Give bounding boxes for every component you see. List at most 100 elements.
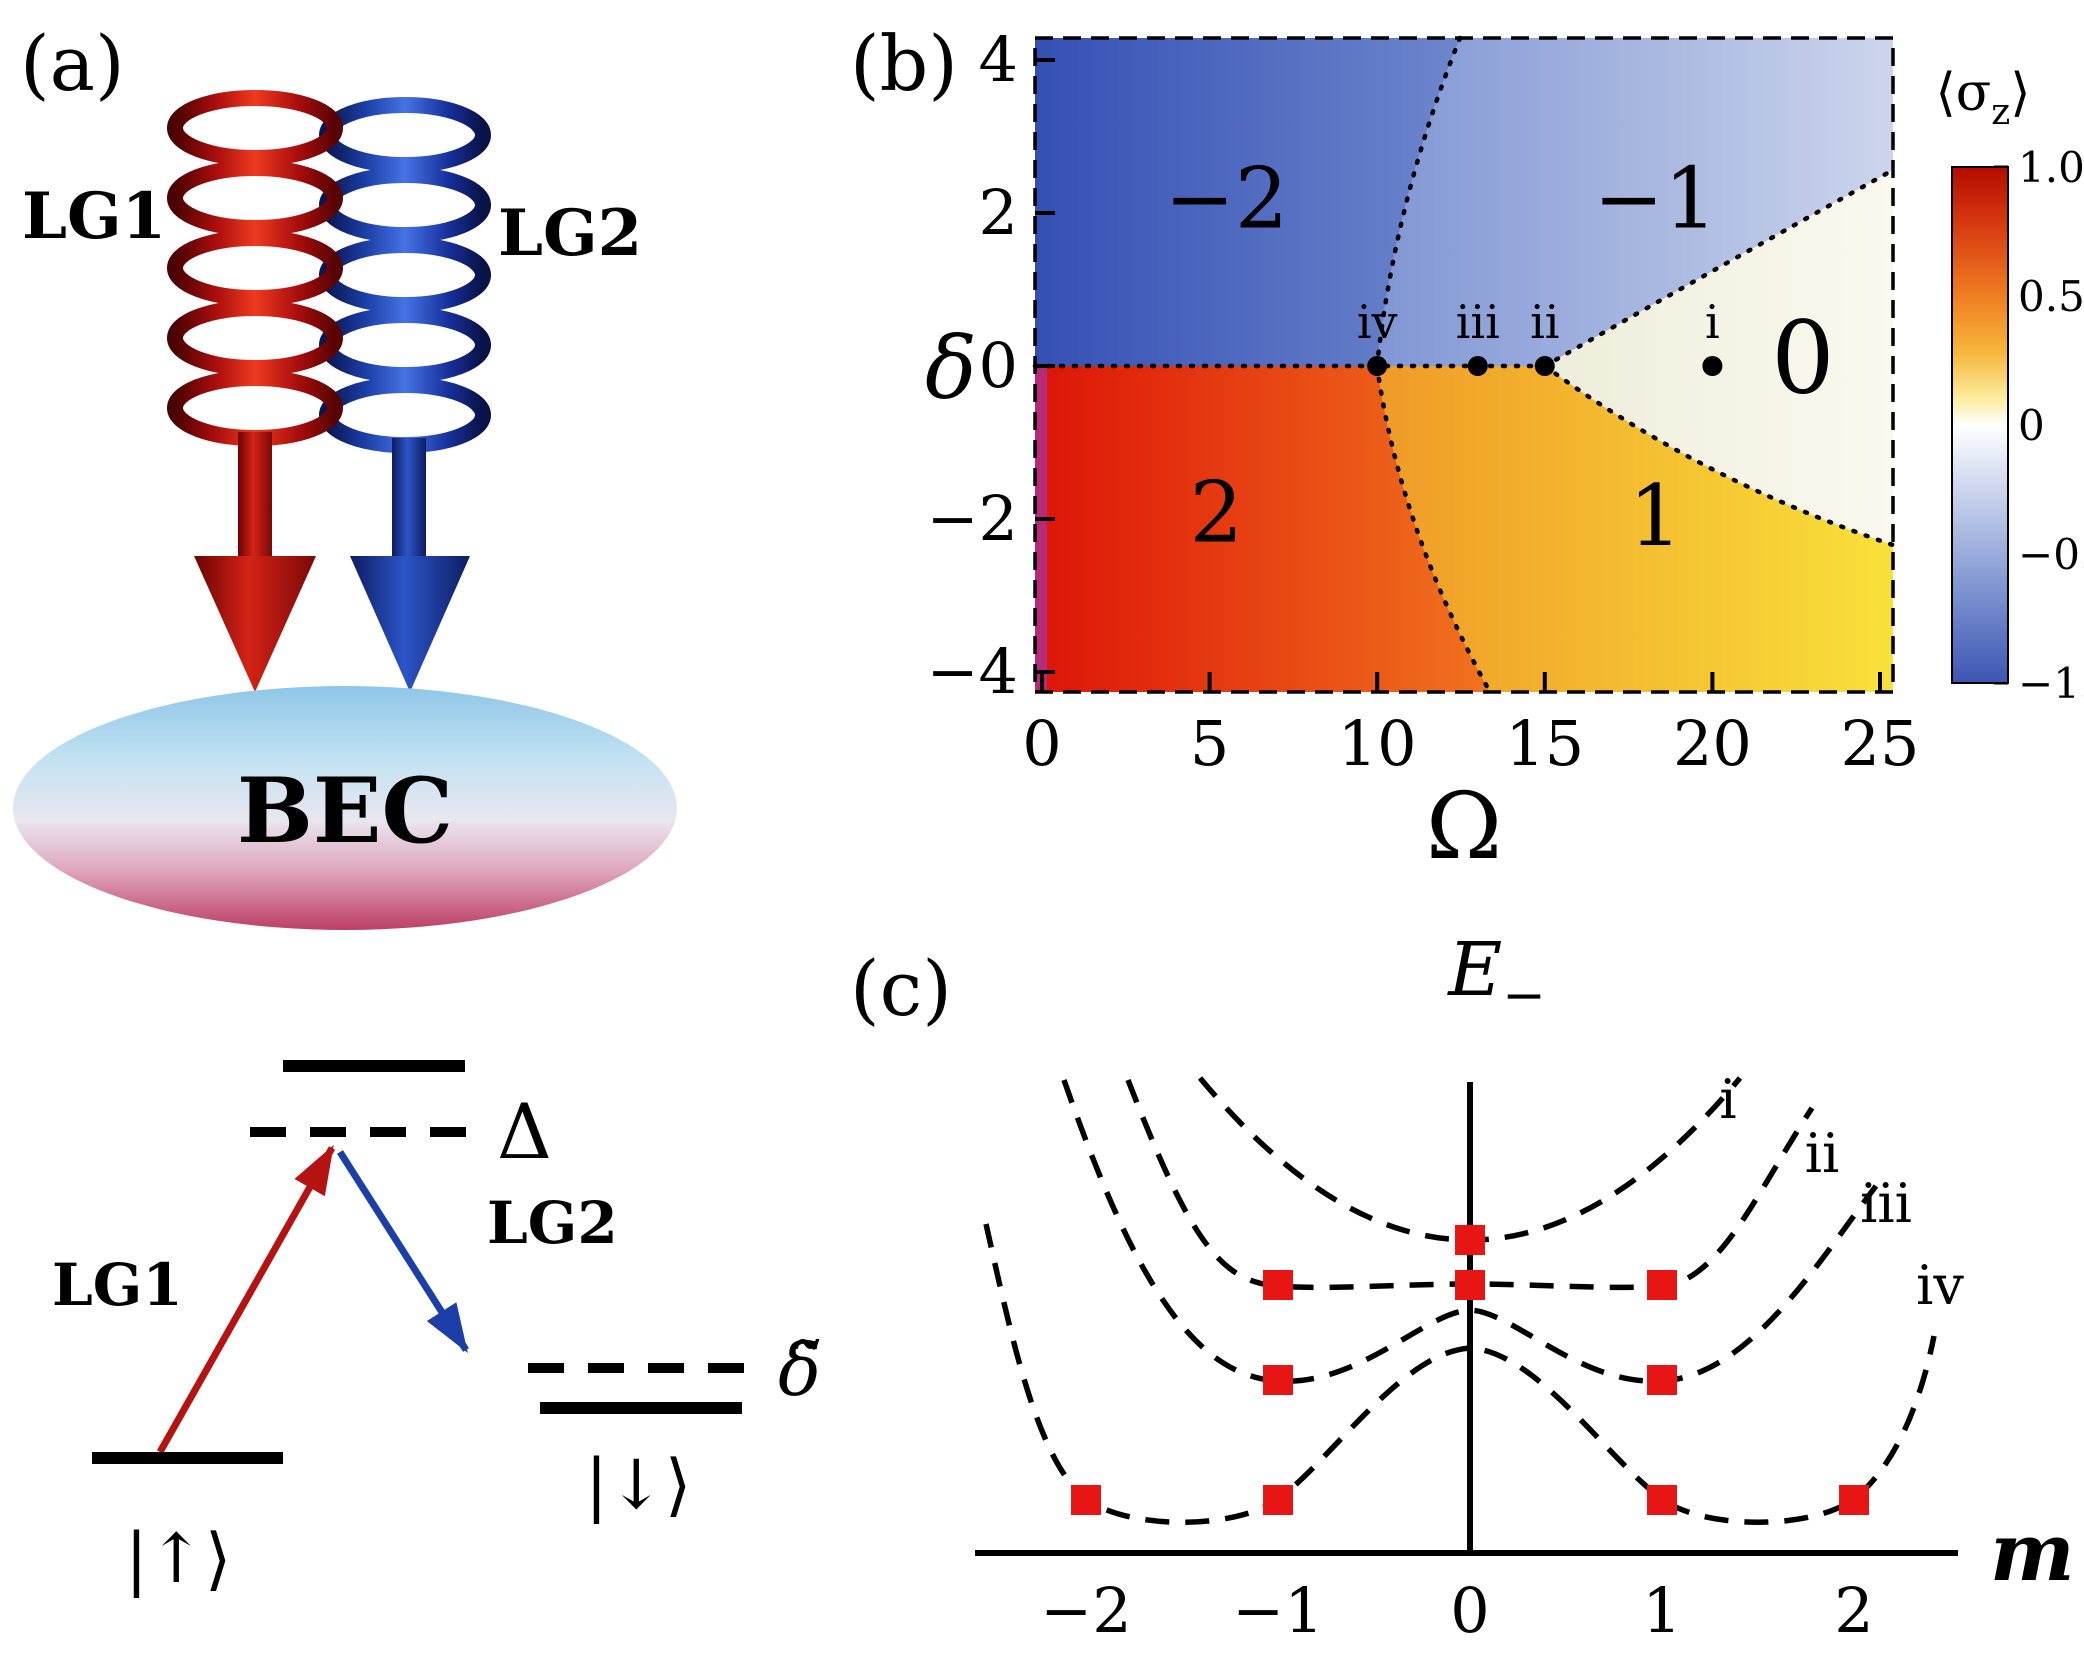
coil-turn bbox=[319, 307, 491, 383]
colorbar-gradient bbox=[1951, 166, 2009, 684]
lg1-beam-coil bbox=[167, 90, 343, 692]
lg1-transition-label: LG1 bbox=[52, 1251, 183, 1319]
y-tick-label: −4 bbox=[927, 635, 1018, 708]
level-diagram: Δ LG1 LG2 δ̃ |↓⟩ |↑⟩ bbox=[52, 1060, 821, 1599]
coil-turn bbox=[319, 377, 491, 453]
m-tick-label: −2 bbox=[1040, 1574, 1131, 1647]
minimum-marker bbox=[1647, 1270, 1677, 1300]
bec-label: BEC bbox=[237, 758, 453, 864]
coil-turn bbox=[167, 370, 343, 446]
colorbar-tick-label: −0.5 bbox=[2018, 530, 2084, 579]
phase-point-label: iv bbox=[1357, 295, 1398, 349]
y-tick-label: 0 bbox=[979, 329, 1018, 402]
delta-label: Δ bbox=[497, 1087, 552, 1176]
curve-label: i bbox=[1719, 1068, 1736, 1131]
x-tick-label: 5 bbox=[1190, 707, 1229, 780]
region-label: 0 bbox=[1771, 300, 1835, 417]
minimum-marker bbox=[1647, 1365, 1677, 1395]
spin-up-label: |↑⟩ bbox=[125, 1520, 231, 1599]
m-axis-label: m bbox=[1990, 1505, 2075, 1599]
lg1-beam-label: LG1 bbox=[22, 179, 166, 254]
m-tick-label: 2 bbox=[1834, 1574, 1873, 1647]
panel-a-label: (a) bbox=[20, 19, 125, 108]
omega-axis-label: Ω bbox=[1426, 773, 1502, 880]
region-label: 2 bbox=[1190, 463, 1243, 561]
minimum-marker bbox=[1455, 1225, 1485, 1255]
phase-point-label: i bbox=[1705, 295, 1720, 349]
minimum-marker bbox=[1647, 1485, 1677, 1515]
x-tick-label: 15 bbox=[1505, 707, 1584, 780]
region-label: −1 bbox=[1594, 150, 1718, 248]
energy-curve-iv bbox=[983, 1223, 1937, 1525]
region-label: 1 bbox=[1629, 467, 1682, 565]
curve-label: iv bbox=[1916, 1254, 1964, 1317]
colorbar-tick-label: 1.0 bbox=[2018, 143, 2084, 192]
x-tick-label: 10 bbox=[1338, 707, 1417, 780]
coil-turn bbox=[319, 97, 491, 173]
lg1-beam-shaft bbox=[238, 432, 272, 560]
boundary-plus2-plus1 bbox=[1374, 363, 1493, 695]
lg2-beam-shaft bbox=[392, 438, 426, 560]
region-minus1 bbox=[1377, 38, 1893, 366]
phase-point bbox=[1702, 356, 1723, 376]
coil-turn bbox=[319, 167, 491, 243]
region-plus2 bbox=[1035, 366, 1490, 692]
y-tick-label: 4 bbox=[979, 23, 1018, 96]
minimum-marker bbox=[1455, 1270, 1485, 1300]
curve-label: ii bbox=[1805, 1122, 1840, 1185]
region-plus1 bbox=[1377, 366, 1893, 692]
coil-turn bbox=[167, 230, 343, 306]
m-tick-label: 1 bbox=[1642, 1574, 1681, 1647]
colorbar-tick-label: 0.5 bbox=[2018, 272, 2084, 321]
phase-point bbox=[1367, 356, 1388, 376]
omega-zero-strip bbox=[1035, 366, 1047, 692]
delta-axis-label: δ bbox=[925, 319, 977, 419]
colorbar: ⟨σz⟩ bbox=[1935, 63, 2031, 684]
colorbar-title: ⟨σz⟩ bbox=[1935, 63, 2030, 133]
lg2-beam-arrow bbox=[350, 556, 470, 692]
minimum-marker bbox=[1263, 1270, 1293, 1300]
minimum-marker bbox=[1071, 1485, 1101, 1515]
lg2-transition-arrow bbox=[337, 1150, 469, 1353]
y-tick-label: −2 bbox=[927, 482, 1018, 555]
x-tick-label: 0 bbox=[1022, 707, 1061, 780]
lg1-transition-arrow bbox=[156, 1144, 336, 1454]
minimum-marker bbox=[1263, 1365, 1293, 1395]
curve-label: iii bbox=[1860, 1172, 1912, 1235]
energy-title: E− bbox=[1446, 927, 1546, 1026]
minimum-marker bbox=[1839, 1485, 1869, 1515]
boundary-plus1-zero bbox=[1542, 363, 1896, 548]
boundary-minus1-zero bbox=[1542, 167, 1896, 369]
region-zero bbox=[1545, 170, 1893, 545]
lg2-transition-label: LG2 bbox=[487, 1189, 618, 1257]
panel-c-label: (c) bbox=[850, 944, 952, 1033]
bec-ellipse bbox=[13, 686, 677, 930]
phase-point-label: ii bbox=[1530, 295, 1559, 349]
region-label: −2 bbox=[1164, 150, 1288, 248]
colorbar-tick-label: 0 bbox=[2018, 401, 2045, 450]
m-tick-label: −1 bbox=[1232, 1574, 1323, 1647]
phase-point bbox=[1534, 356, 1555, 376]
lg1-beam-arrow bbox=[194, 556, 316, 692]
coil-turn bbox=[167, 90, 343, 166]
spin-down-label: |↓⟩ bbox=[585, 1446, 691, 1525]
lg2-beam-coil bbox=[319, 97, 491, 692]
phase-point-label: iii bbox=[1456, 295, 1500, 349]
boundary-minus2-minus1 bbox=[1374, 35, 1463, 369]
coil-turn bbox=[319, 237, 491, 313]
lg2-beam-label: LG2 bbox=[498, 196, 642, 271]
y-tick-label: 2 bbox=[979, 176, 1018, 249]
colorbar-tick-label: −1.0 bbox=[2018, 659, 2084, 708]
x-tick-label: 25 bbox=[1841, 707, 1920, 780]
minimum-marker bbox=[1263, 1485, 1293, 1515]
m-tick-label: 0 bbox=[1450, 1574, 1489, 1647]
x-tick-label: 20 bbox=[1673, 707, 1752, 780]
region-minus2 bbox=[1035, 38, 1460, 366]
delta-tilde-label: δ̃ bbox=[778, 1328, 821, 1412]
coil-turn bbox=[167, 160, 343, 236]
